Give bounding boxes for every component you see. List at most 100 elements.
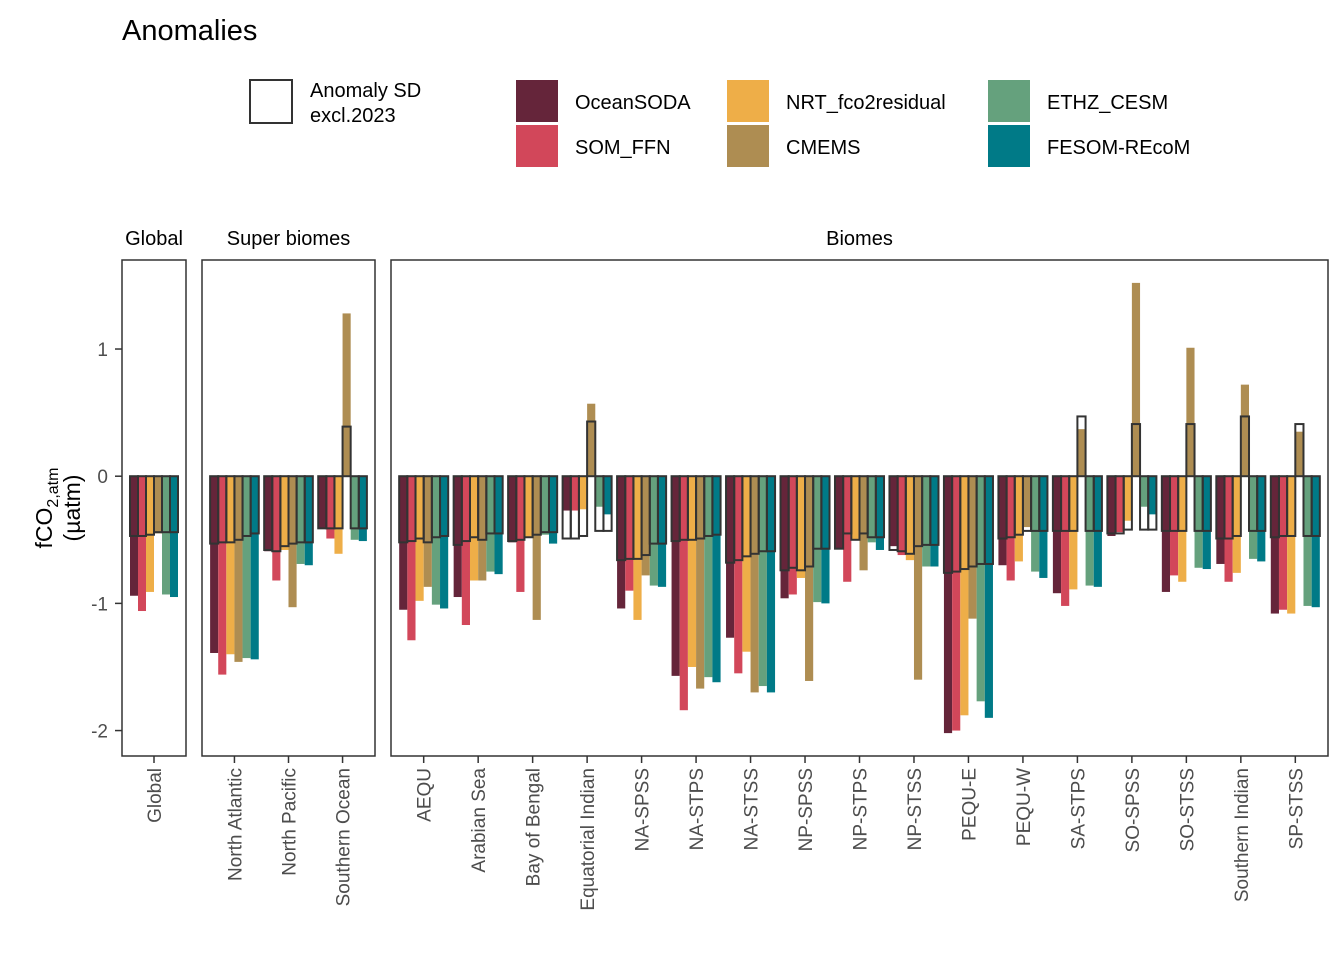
bar bbox=[1069, 476, 1078, 590]
legend-swatch bbox=[988, 125, 1030, 167]
legend-label: OceanSODA bbox=[575, 92, 691, 114]
bar bbox=[687, 476, 697, 667]
bar bbox=[1052, 476, 1062, 594]
y-axis-unit: (µatm) bbox=[59, 475, 85, 542]
legend-label: Anomaly SD bbox=[310, 80, 421, 102]
x-tick-label: NP-STSS bbox=[905, 768, 926, 850]
bar bbox=[696, 476, 705, 689]
bar bbox=[1148, 476, 1157, 515]
sd-outline bbox=[1177, 475, 1188, 532]
bar bbox=[1006, 476, 1015, 581]
bar bbox=[250, 476, 259, 660]
bar bbox=[649, 476, 658, 586]
x-tick-label: North Pacific bbox=[280, 768, 301, 876]
bar bbox=[1178, 476, 1187, 582]
bar bbox=[976, 476, 985, 702]
x-tick-label: Bay of Bengal bbox=[524, 768, 545, 886]
sd-outline bbox=[929, 475, 940, 546]
bar bbox=[1140, 476, 1149, 507]
bar bbox=[1240, 384, 1250, 477]
sd-outline bbox=[1294, 423, 1305, 478]
x-tick-label: NA-STSS bbox=[742, 768, 763, 850]
panel-border bbox=[201, 259, 376, 757]
bar bbox=[162, 476, 170, 595]
bar bbox=[170, 476, 178, 598]
bar bbox=[532, 476, 541, 620]
bar bbox=[288, 476, 297, 608]
bar bbox=[796, 476, 806, 578]
sd-outline bbox=[577, 475, 589, 537]
bar bbox=[578, 476, 588, 510]
bar bbox=[1077, 429, 1086, 477]
bar bbox=[813, 476, 822, 603]
bar bbox=[704, 476, 713, 678]
bar bbox=[318, 476, 327, 529]
x-tick-label: Arabian Sea bbox=[469, 768, 490, 873]
y-axis-label: fCO2,atm bbox=[31, 468, 62, 549]
sd-outline bbox=[1147, 475, 1158, 531]
sd-outline bbox=[656, 475, 668, 545]
x-tick-label: SO-SPSS bbox=[1123, 768, 1144, 852]
x-tick-label: Southern Indian bbox=[1232, 768, 1253, 902]
sd-outline bbox=[765, 475, 777, 553]
bar bbox=[1287, 476, 1296, 614]
bar bbox=[540, 476, 549, 535]
x-tick-label: North Atlantic bbox=[225, 768, 246, 881]
bar bbox=[742, 476, 751, 652]
bar bbox=[671, 476, 680, 676]
bar bbox=[1270, 476, 1279, 614]
bar bbox=[326, 476, 335, 539]
sd-outline bbox=[874, 475, 886, 539]
legend-label: FESOM-REcoM bbox=[1047, 137, 1190, 159]
bar bbox=[264, 476, 273, 552]
bar bbox=[469, 476, 479, 581]
legend-swatch bbox=[727, 125, 769, 167]
sd-outline bbox=[1092, 475, 1103, 532]
bar bbox=[486, 476, 495, 572]
bar bbox=[758, 476, 767, 687]
x-tick-label: NA-SPSS bbox=[633, 768, 654, 851]
sd-outline bbox=[1286, 475, 1297, 537]
bar bbox=[562, 476, 571, 511]
bar bbox=[1170, 476, 1179, 576]
x-tick-label: NP-STPS bbox=[851, 768, 872, 850]
bar bbox=[280, 476, 289, 550]
bar bbox=[633, 476, 642, 620]
bar bbox=[1039, 476, 1048, 578]
bar bbox=[734, 476, 743, 674]
sd-outline bbox=[711, 475, 722, 536]
legend-swatch bbox=[516, 80, 558, 122]
y-axis-title: fCO2,atm (µatm) bbox=[31, 468, 85, 549]
bar bbox=[1031, 476, 1040, 572]
bar bbox=[603, 476, 612, 515]
bar bbox=[272, 476, 281, 581]
sd-outline bbox=[1310, 475, 1321, 537]
bar bbox=[875, 476, 885, 550]
bar bbox=[780, 476, 789, 599]
x-tick-label: NP-SPSS bbox=[796, 768, 817, 851]
sd-outline bbox=[547, 475, 559, 534]
legend-swatch bbox=[727, 80, 769, 122]
sd-outline bbox=[341, 425, 352, 478]
x-tick-label: Global bbox=[145, 768, 166, 823]
bar bbox=[587, 403, 596, 477]
bar bbox=[1232, 476, 1241, 573]
bar bbox=[913, 476, 923, 680]
bar bbox=[889, 476, 898, 547]
bar bbox=[1249, 476, 1258, 559]
bar bbox=[1311, 476, 1320, 608]
panel bbox=[129, 475, 179, 612]
bar bbox=[1257, 476, 1266, 562]
bar bbox=[834, 476, 844, 549]
bar bbox=[508, 476, 517, 543]
bar bbox=[960, 476, 969, 716]
sd-outline bbox=[820, 475, 831, 550]
bar bbox=[234, 476, 243, 662]
bar bbox=[905, 476, 914, 561]
y-tick-label: -2 bbox=[91, 722, 108, 743]
sd-outline bbox=[333, 475, 344, 530]
y-tick-label: 0 bbox=[97, 467, 108, 488]
x-tick-label: SP-STSS bbox=[1286, 768, 1307, 849]
bar bbox=[1295, 431, 1304, 477]
bar bbox=[242, 476, 251, 659]
